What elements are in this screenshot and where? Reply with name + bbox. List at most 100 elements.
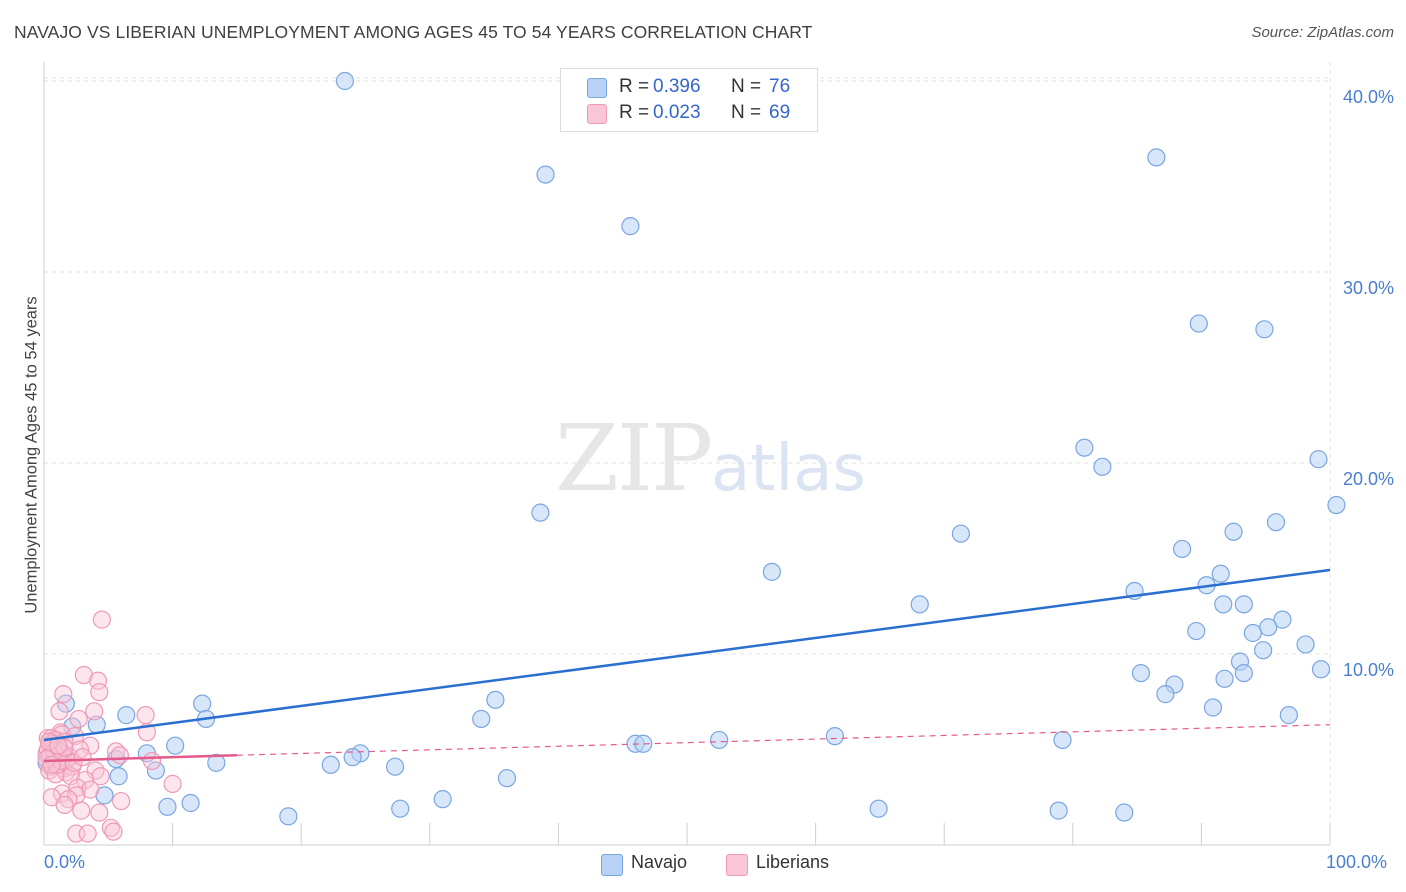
navajo-point bbox=[1311, 660, 1331, 679]
liberian-point bbox=[61, 767, 81, 786]
navajo-point bbox=[166, 736, 185, 755]
navajo-point bbox=[472, 709, 491, 729]
navajo-point bbox=[385, 757, 405, 776]
n-label: N = bbox=[731, 76, 762, 97]
navajo-point bbox=[1214, 595, 1233, 614]
navajo-point bbox=[117, 706, 136, 725]
navajo-point bbox=[1234, 595, 1253, 614]
r-label: R = bbox=[619, 102, 650, 123]
trend-lines bbox=[43, 568, 1331, 763]
chart-title: NAVAJO VS LIBERIAN UNEMPLOYMENT AMONG AG… bbox=[14, 22, 813, 42]
liberian-point bbox=[142, 751, 162, 771]
liberian-point bbox=[163, 774, 182, 793]
navajo-point bbox=[1254, 641, 1273, 660]
navajo-point bbox=[1255, 320, 1274, 339]
navajo-legend-label: Navajo bbox=[631, 852, 688, 872]
source-credit: Source: ZipAtlas.com bbox=[1251, 24, 1394, 41]
navajo-point bbox=[343, 748, 362, 767]
navajo-point bbox=[951, 524, 971, 543]
navajo-point bbox=[910, 595, 929, 614]
navajo-point bbox=[1309, 450, 1328, 469]
navajo-point bbox=[762, 562, 781, 581]
n-label: N = bbox=[731, 102, 762, 123]
liberian-point bbox=[46, 765, 65, 784]
watermark-zip: ZIP bbox=[555, 405, 713, 512]
navajo-point bbox=[1327, 495, 1346, 515]
watermark-atlas: atlas bbox=[711, 432, 866, 506]
navajo-point bbox=[621, 217, 640, 236]
navajo-trend-line bbox=[43, 568, 1331, 742]
r-value: 0.396 bbox=[653, 76, 701, 97]
navajo-point bbox=[1296, 635, 1315, 654]
liberian-point bbox=[91, 767, 110, 786]
navajo-point bbox=[1075, 438, 1094, 457]
y-tick-label: 30.0% bbox=[1342, 278, 1394, 298]
liberian-point bbox=[64, 753, 83, 772]
liberian-point bbox=[54, 685, 73, 704]
navajo-point bbox=[1093, 457, 1112, 476]
liberian-trend-line bbox=[43, 753, 237, 763]
liberian-point bbox=[110, 746, 129, 765]
navajo-point bbox=[391, 799, 410, 818]
navajo-point bbox=[1215, 669, 1234, 688]
gridlines bbox=[44, 62, 1331, 845]
navajo-point bbox=[207, 753, 226, 772]
liberian-swatch bbox=[726, 854, 748, 876]
liberian-point bbox=[76, 770, 95, 790]
navajo-point bbox=[279, 807, 298, 826]
liberian-point bbox=[42, 755, 61, 774]
navajo-point bbox=[1156, 685, 1175, 704]
y-tick-label: 10.0% bbox=[1342, 660, 1394, 680]
navajo-point bbox=[1234, 663, 1253, 683]
navajo-point bbox=[1279, 706, 1298, 725]
navajo-point bbox=[1224, 522, 1243, 541]
n-value: 76 bbox=[769, 76, 791, 97]
navajo-point bbox=[1203, 698, 1223, 717]
liberian-point bbox=[90, 803, 109, 822]
x-tick-max: 100.0% bbox=[1326, 852, 1388, 872]
correlation-legend: R = 0.396 N = 76 R = 0.023 N = 69 bbox=[560, 68, 818, 132]
navajo-point bbox=[536, 165, 555, 184]
navajo-point bbox=[1131, 663, 1151, 683]
navajo-point bbox=[1049, 801, 1068, 820]
liberian-point bbox=[90, 683, 109, 702]
liberian-points bbox=[37, 610, 182, 843]
navajo-point bbox=[335, 71, 355, 91]
navajo-point bbox=[1243, 623, 1262, 643]
x-tick-min: 0.0% bbox=[44, 852, 86, 872]
liberian-swatch bbox=[587, 104, 607, 124]
navajo-point bbox=[321, 755, 340, 774]
liberian-trend-extension bbox=[236, 724, 1331, 756]
y-tick-label: 20.0% bbox=[1342, 469, 1394, 489]
navajo-point bbox=[1189, 314, 1208, 333]
navajo-point bbox=[433, 790, 452, 809]
liberian-point bbox=[78, 824, 97, 843]
navajo-point bbox=[1053, 730, 1072, 750]
r-value: 0.023 bbox=[653, 102, 701, 123]
liberian-point bbox=[50, 702, 69, 721]
liberian-point bbox=[55, 795, 74, 814]
y-axis-label: Unemployment Among Ages 45 to 54 years bbox=[22, 296, 41, 614]
navajo-point bbox=[1115, 803, 1134, 822]
navajo-point bbox=[1211, 564, 1230, 583]
navajo-swatch bbox=[587, 78, 607, 98]
navajo-point bbox=[825, 727, 844, 746]
liberian-point bbox=[72, 801, 91, 820]
navajo-point bbox=[710, 730, 729, 750]
navajo-point bbox=[531, 503, 550, 522]
liberian-point bbox=[85, 702, 104, 721]
n-value: 69 bbox=[769, 102, 791, 123]
navajo-point bbox=[1173, 539, 1192, 559]
navajo-point bbox=[181, 793, 200, 813]
y-tick-label: 40.0% bbox=[1342, 87, 1394, 107]
liberian-point bbox=[92, 610, 111, 629]
liberian-point bbox=[69, 709, 88, 729]
liberians-legend-label: Liberians bbox=[756, 852, 830, 872]
navajo-points bbox=[37, 71, 1346, 826]
axes bbox=[43, 62, 1331, 846]
liberian-point bbox=[104, 822, 123, 841]
watermark: ZIPatlas bbox=[555, 405, 866, 512]
navajo-point bbox=[109, 767, 128, 786]
liberian-point bbox=[136, 706, 155, 725]
